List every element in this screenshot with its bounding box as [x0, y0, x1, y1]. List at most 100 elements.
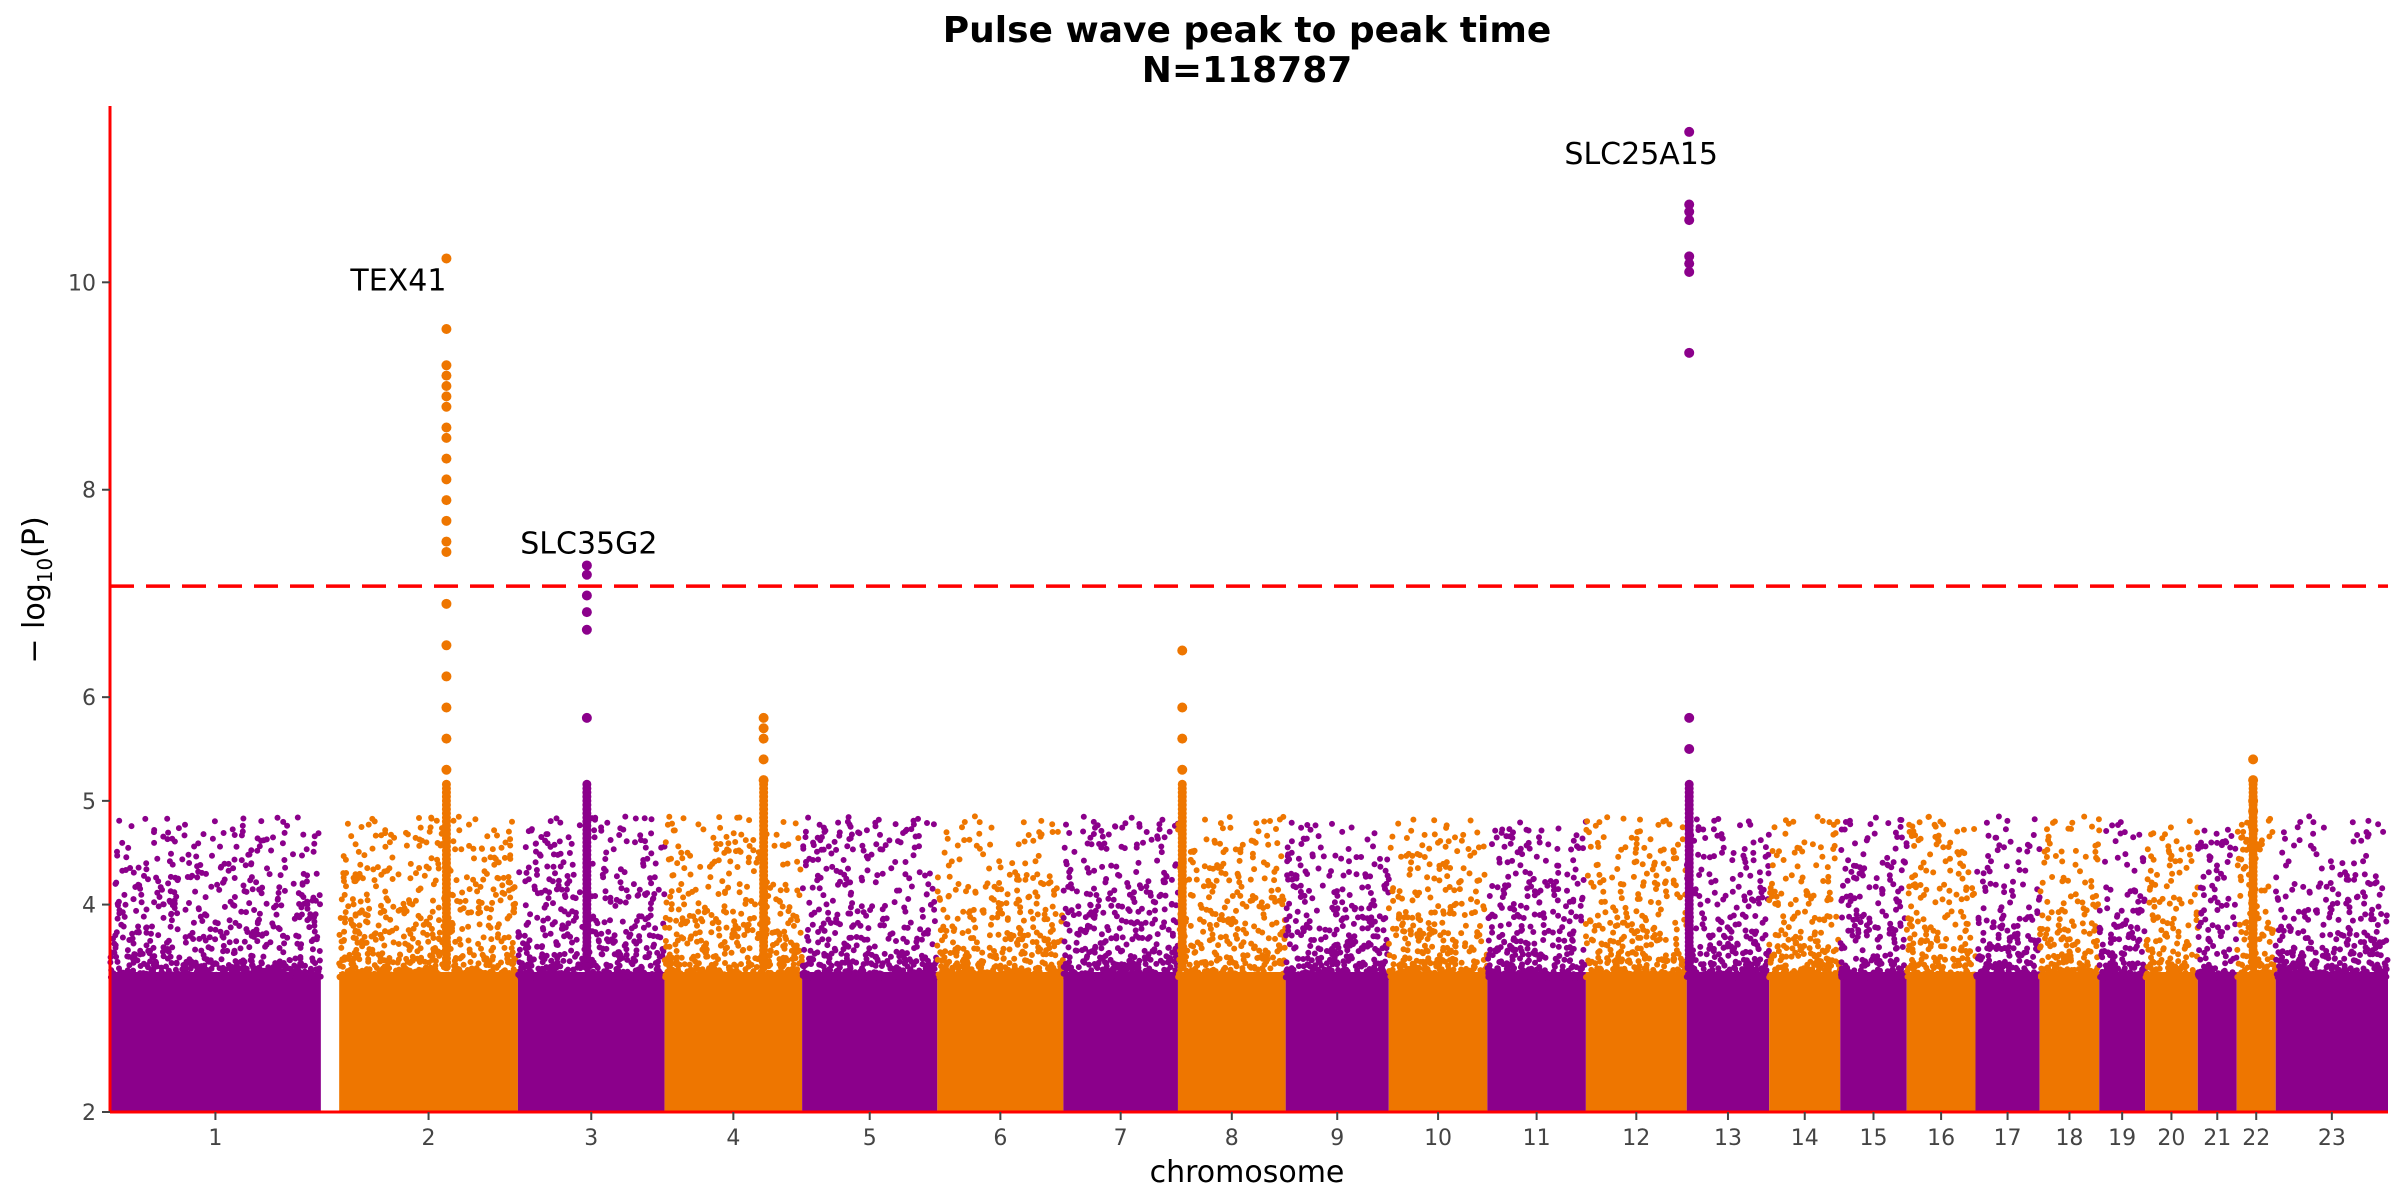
chromosome-23-points — [2272, 813, 2391, 1112]
chromosome-11-scatter — [1484, 818, 1589, 981]
data-points — [107, 126, 2391, 1112]
chromosome-3-scatter — [515, 813, 668, 981]
y-tick-label: 10 — [68, 271, 96, 296]
chromosome-8-dense-band — [1177, 971, 1286, 1112]
x-tick-label-chr3: 3 — [584, 1126, 598, 1151]
chromosome-13-points — [1683, 816, 1772, 1112]
chromosome-9-dense-band — [1285, 971, 1389, 1112]
chromosome-6-dense-band — [937, 971, 1064, 1112]
peak-point — [1177, 645, 1188, 656]
chromosome-13-dense-band — [1686, 971, 1770, 1112]
x-tick-label-chr20: 20 — [2157, 1126, 2185, 1151]
chromosome-20-scatter — [2142, 818, 2201, 981]
chromosome-12-points — [1582, 814, 1690, 1112]
peak-point — [1177, 779, 1187, 789]
chromosome-13-scatter — [1683, 816, 1772, 981]
y-tick-label: 5 — [82, 790, 96, 815]
chromosome-23-dense-band — [2275, 971, 2388, 1112]
peak-point — [2248, 775, 2259, 786]
peak-point — [1177, 702, 1188, 713]
peak-point — [581, 624, 592, 635]
peak-point — [441, 640, 452, 651]
y-tick-label: 8 — [82, 479, 96, 504]
chromosome-22-scatter — [2234, 815, 2279, 981]
chromosome-23-scatter — [2272, 813, 2391, 981]
chromosome-16-points — [1903, 813, 1979, 1112]
x-axis-title: chromosome — [1150, 1155, 1345, 1190]
chromosome-16-dense-band — [1906, 971, 1976, 1112]
chromosome-6-points — [934, 813, 1066, 1112]
chromosome-1-scatter — [107, 814, 324, 981]
x-tick-label-chr10: 10 — [1424, 1126, 1452, 1151]
peak-point — [441, 432, 452, 443]
chromosome-7-dense-band — [1063, 971, 1178, 1112]
peak-point — [441, 733, 452, 744]
x-tick-label-chr4: 4 — [726, 1126, 740, 1151]
peak-point — [441, 536, 452, 547]
chromosome-14-scatter — [1766, 813, 1844, 981]
chromosome-18-dense-band — [2039, 971, 2100, 1112]
gene-label-slc35g2: SLC35G2 — [520, 526, 657, 561]
peak-point — [441, 453, 452, 464]
peak-point — [441, 764, 452, 775]
peak-point — [1684, 266, 1695, 277]
chromosome-12-dense-band — [1585, 971, 1687, 1112]
chromosome-20-dense-band — [2145, 971, 2198, 1112]
peak-point — [1684, 744, 1695, 755]
chromosome-2-scatter — [336, 813, 521, 981]
chromosome-21-dense-band — [2197, 971, 2237, 1112]
chromosome-15-scatter — [1837, 814, 1910, 981]
x-tick-label-chr11: 11 — [1523, 1126, 1551, 1151]
chromosome-20-points — [2142, 818, 2201, 1112]
peak-point — [581, 590, 592, 601]
peak-point — [1684, 779, 1694, 789]
chromosome-1-points — [107, 814, 324, 1112]
peak-chr13 — [1684, 126, 1695, 972]
x-tick-label-chr12: 12 — [1622, 1126, 1650, 1151]
peak-point — [441, 474, 452, 485]
chromosome-3-dense-band — [517, 971, 665, 1112]
peak-point — [1684, 347, 1695, 358]
x-tick-label-chr1: 1 — [208, 1126, 222, 1151]
chromosome-10-points — [1385, 816, 1491, 1112]
chromosome-21-points — [2194, 826, 2240, 1112]
peak-point — [1684, 251, 1695, 262]
chromosome-7-scatter — [1060, 813, 1181, 981]
chromosome-10-dense-band — [1388, 971, 1488, 1112]
chromosome-4-scatter — [661, 813, 805, 981]
peak-chr2 — [441, 253, 452, 972]
x-tick-label-chr2: 2 — [422, 1126, 436, 1151]
peak-point — [441, 702, 452, 713]
x-tick-label-chr17: 17 — [1994, 1126, 2022, 1151]
x-tick-label-chr9: 9 — [1330, 1126, 1344, 1151]
chart-title: Pulse wave peak to peak time — [943, 10, 1552, 51]
peak-point — [581, 712, 592, 723]
chromosome-3-points — [515, 813, 668, 1112]
gene-annotations: TEX41 SLC35G2 SLC25A15 — [349, 137, 1718, 562]
peak-point — [2248, 754, 2259, 765]
peak-point — [581, 607, 592, 618]
peak-point — [758, 723, 769, 734]
peak-point — [441, 671, 452, 682]
x-tick-label-chr19: 19 — [2108, 1126, 2136, 1151]
chromosome-8-scatter — [1175, 813, 1289, 981]
chromosome-8-points — [1175, 813, 1289, 1112]
chromosome-17-dense-band — [1975, 971, 2040, 1112]
peak-point — [441, 598, 452, 609]
chromosome-22-points — [2234, 815, 2279, 1112]
peak-point — [2248, 806, 2259, 817]
chromosome-19-points — [2096, 819, 2148, 1112]
x-tick-label-chr5: 5 — [863, 1126, 877, 1151]
chromosome-16-scatter — [1903, 813, 1979, 981]
x-tick-label-chr21: 21 — [2203, 1126, 2231, 1151]
peak-chr4 — [758, 712, 769, 972]
chromosome-5-dense-band — [802, 971, 938, 1112]
peak-point — [441, 495, 452, 506]
chromosome-4-dense-band — [664, 971, 803, 1112]
peak-point — [758, 733, 769, 744]
peak-point — [1684, 215, 1695, 226]
chromosome-1-dense-band — [110, 971, 321, 1112]
x-tick-label-chr6: 6 — [993, 1126, 1007, 1151]
gene-label-tex41: TEX41 — [349, 263, 446, 298]
